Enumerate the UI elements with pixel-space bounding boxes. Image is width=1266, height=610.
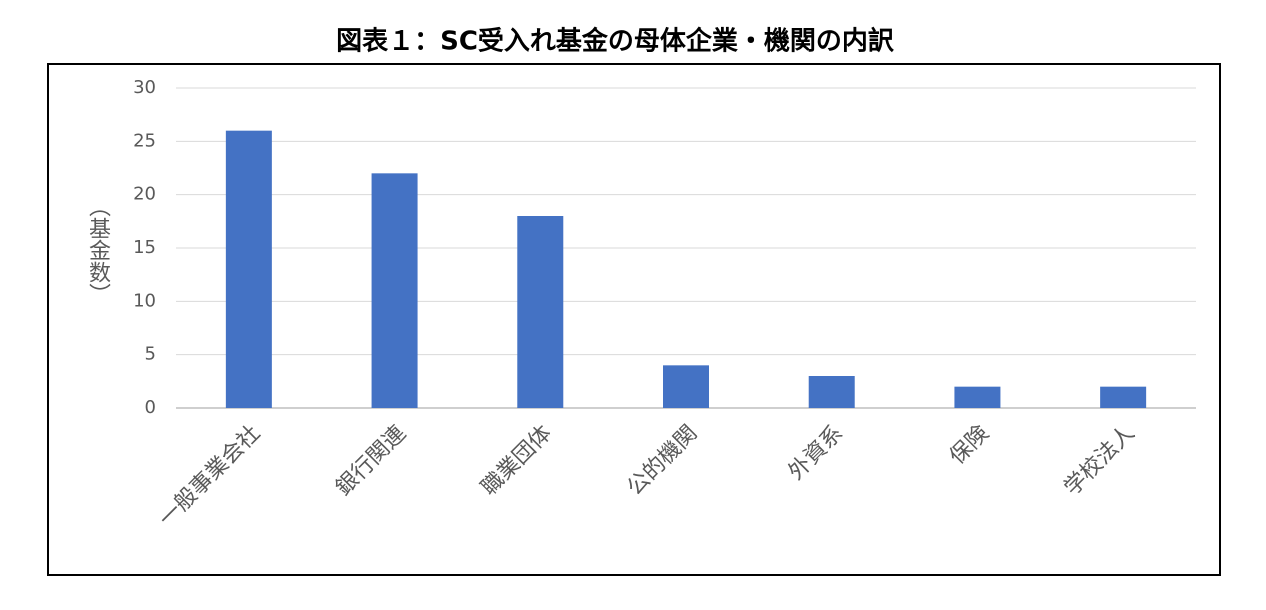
y-tick-label: 25 xyxy=(133,130,156,151)
x-tick-label: 学校法人 xyxy=(1060,421,1140,501)
bar xyxy=(808,376,855,408)
y-tick-label: 15 xyxy=(133,237,156,258)
x-tick-label: 一般事業会社 xyxy=(154,421,265,532)
y-tick-label: 5 xyxy=(145,344,156,365)
x-tick-label: 公的機関 xyxy=(623,421,703,501)
x-tick-label: 職業団体 xyxy=(477,421,557,501)
bar xyxy=(371,173,418,408)
bar xyxy=(517,216,564,408)
bar xyxy=(1100,386,1147,408)
chart-title: 図表１：SC受入れ基金の母体企業・機関の内訳 xyxy=(336,26,895,57)
chart-frame xyxy=(47,63,1221,576)
y-tick-label: 0 xyxy=(145,397,156,418)
bar xyxy=(954,386,1001,408)
y-tick-label: 10 xyxy=(133,290,156,311)
bar xyxy=(663,365,709,408)
y-axis-label: （基金数） xyxy=(85,195,111,305)
x-tick-label: 銀行関連 xyxy=(331,421,411,501)
bar xyxy=(225,130,272,408)
y-tick-label: 20 xyxy=(133,184,156,205)
x-tick-label: 保険 xyxy=(945,421,994,470)
x-tick-label: 外資系 xyxy=(784,421,848,485)
y-tick-label: 30 xyxy=(133,77,156,98)
